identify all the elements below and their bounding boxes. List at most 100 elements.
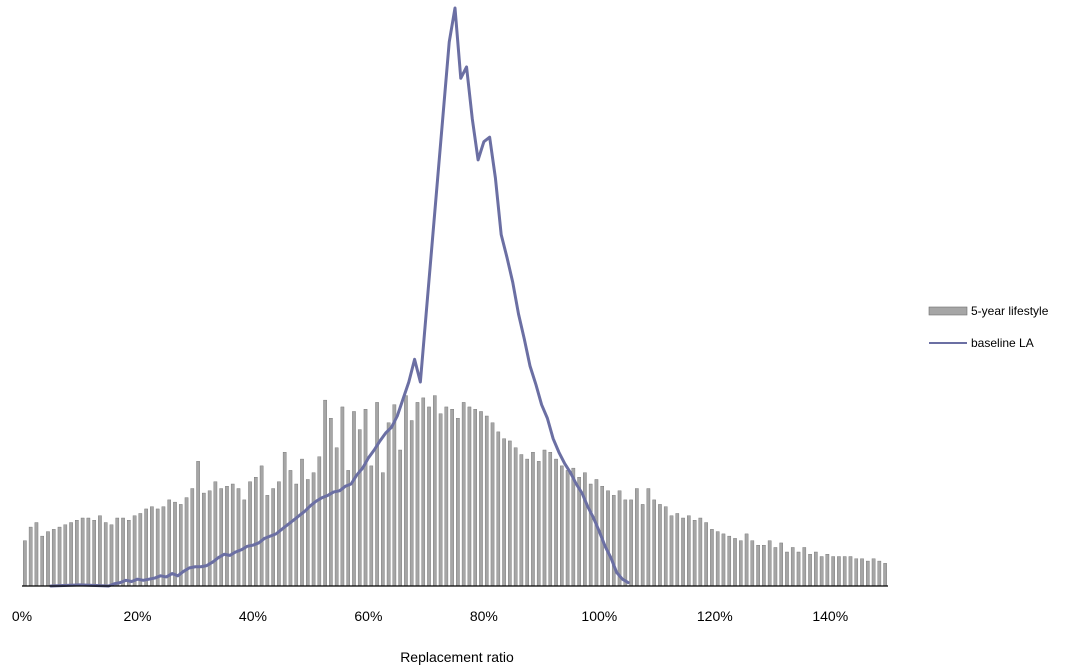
bar-5-year-lifestyle [589, 484, 592, 586]
bar-5-year-lifestyle [497, 432, 500, 586]
bar-5-year-lifestyle [191, 489, 194, 586]
bar-5-year-lifestyle [387, 423, 390, 586]
bar-5-year-lifestyle [676, 513, 679, 586]
bar-5-year-lifestyle [127, 520, 130, 586]
bar-5-year-lifestyle [733, 538, 736, 586]
bar-5-year-lifestyle [560, 466, 563, 586]
bar-5-year-lifestyle [624, 500, 627, 586]
bar-5-year-lifestyle [41, 536, 44, 586]
bar-5-year-lifestyle [220, 489, 223, 586]
bar-5-year-lifestyle [422, 398, 425, 586]
bar-5-year-lifestyle [433, 396, 436, 586]
x-tick-label: 0% [12, 608, 32, 624]
bar-5-year-lifestyle [554, 459, 557, 586]
bar-5-year-lifestyle [260, 466, 263, 586]
bar-5-year-lifestyle [739, 541, 742, 586]
bar-5-year-lifestyle [780, 543, 783, 586]
bar-5-year-lifestyle [52, 529, 55, 586]
bar-5-year-lifestyle [502, 439, 505, 586]
legend-label-5-year-lifestyle: 5-year lifestyle [971, 304, 1049, 318]
bar-5-year-lifestyle [722, 534, 725, 586]
bar-5-year-lifestyle [762, 545, 765, 586]
bar-5-year-lifestyle [150, 507, 153, 586]
bar-5-year-lifestyle [266, 495, 269, 586]
bar-5-year-lifestyle [837, 557, 840, 586]
bar-5-year-lifestyle [543, 450, 546, 586]
bar-5-year-lifestyle [393, 405, 396, 586]
bar-5-year-lifestyle [520, 455, 523, 586]
bar-5-year-lifestyle [214, 482, 217, 586]
bar-5-year-lifestyle [404, 396, 407, 586]
x-axis-ticks: 0% 20% 40% 60% 80% 100% 120% 140% [12, 608, 848, 624]
bar-5-year-lifestyle [364, 409, 367, 586]
bar-5-year-lifestyle [46, 532, 49, 586]
bar-5-year-lifestyle [231, 484, 234, 586]
x-tick-label: 140% [812, 608, 848, 624]
bar-5-year-lifestyle [335, 448, 338, 586]
bar-5-year-lifestyle [439, 414, 442, 586]
bar-5-year-lifestyle [381, 473, 384, 586]
bar-5-year-lifestyle [145, 509, 148, 586]
bar-5-year-lifestyle [202, 493, 205, 586]
bar-5-year-lifestyle [29, 527, 32, 586]
bar-5-year-lifestyle [647, 489, 650, 586]
bar-5-year-lifestyle [681, 518, 684, 586]
bar-5-year-lifestyle [832, 557, 835, 586]
bar-5-year-lifestyle [289, 470, 292, 586]
bar-5-year-lifestyle [162, 507, 165, 586]
x-tick-label: 40% [239, 608, 267, 624]
bar-5-year-lifestyle [612, 495, 615, 586]
bar-5-year-lifestyle [566, 470, 569, 586]
bar-5-year-lifestyle [572, 468, 575, 586]
bar-5-year-lifestyle [664, 507, 667, 586]
x-tick-label: 20% [123, 608, 151, 624]
bar-5-year-lifestyle [578, 477, 581, 586]
bar-5-year-lifestyle [549, 452, 552, 586]
bar-5-year-lifestyle [808, 554, 811, 586]
bar-5-year-lifestyle [318, 457, 321, 586]
bar-5-year-lifestyle [110, 525, 113, 586]
bar-5-year-lifestyle [341, 407, 344, 586]
bar-5-year-lifestyle [98, 516, 101, 586]
bar-5-year-lifestyle [474, 409, 477, 586]
bar-5-year-lifestyle [35, 523, 38, 586]
bar-5-year-lifestyle [306, 479, 309, 586]
bar-5-year-lifestyle [225, 486, 228, 586]
bar-5-year-lifestyle [116, 518, 119, 586]
bar-5-year-lifestyle [237, 489, 240, 586]
bar-5-year-lifestyle [491, 423, 494, 586]
bar-5-year-lifestyle [75, 520, 78, 586]
bar-5-year-lifestyle [537, 461, 540, 586]
bar-5-year-lifestyle [653, 500, 656, 586]
bar-5-year-lifestyle [751, 541, 754, 586]
x-tick-label: 100% [581, 608, 617, 624]
bar-5-year-lifestyle [872, 559, 875, 586]
bar-5-year-lifestyle [58, 527, 61, 586]
bar-5-year-lifestyle [606, 491, 609, 586]
bar-5-year-lifestyle [878, 561, 881, 586]
x-axis-title: Replacement ratio [400, 649, 514, 665]
bar-5-year-lifestyle [641, 504, 644, 586]
bar-5-year-lifestyle [468, 407, 471, 586]
bar-5-year-lifestyle [139, 513, 142, 586]
bar-5-year-lifestyle [635, 489, 638, 586]
bar-5-year-lifestyle [248, 482, 251, 586]
bar-5-year-lifestyle [312, 473, 315, 586]
bar-5-year-lifestyle [618, 491, 621, 586]
bar-5-year-lifestyle [456, 418, 459, 586]
legend: 5-year lifestyle baseline LA [929, 304, 1049, 350]
bar-5-year-lifestyle [860, 559, 863, 586]
bar-5-year-lifestyle [791, 547, 794, 586]
bar-5-year-lifestyle [208, 491, 211, 586]
bar-5-year-lifestyle [358, 430, 361, 586]
bar-5-year-lifestyle [352, 411, 355, 586]
bar-5-year-lifestyle [826, 554, 829, 586]
bar-5-year-lifestyle [884, 563, 887, 586]
bar-5-year-lifestyle [23, 541, 26, 586]
bar-5-year-lifestyle [728, 536, 731, 586]
bar-5-year-lifestyle [64, 525, 67, 586]
x-tick-label: 120% [697, 608, 733, 624]
bar-5-year-lifestyle [658, 504, 661, 586]
bar-5-year-lifestyle [508, 441, 511, 586]
